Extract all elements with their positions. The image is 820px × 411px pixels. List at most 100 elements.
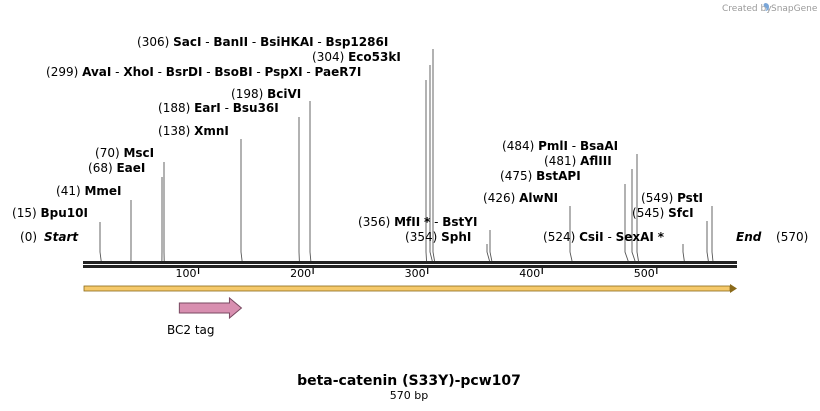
credit-prefix: Created by	[722, 4, 772, 14]
cut-site-position: 299	[51, 65, 74, 79]
enzyme-name: Eco53kI	[348, 50, 401, 64]
cut-site-label: (481) AflIII	[544, 154, 612, 168]
methylation-star: *	[424, 215, 431, 229]
enzyme-name: Bsp1286I	[326, 35, 389, 49]
cut-site-position: 524	[548, 230, 571, 244]
cut-site-lines	[99, 49, 714, 262]
cut-site-position: 138	[163, 124, 186, 138]
enzyme-name: EarI	[194, 101, 221, 115]
start-label: Start	[44, 230, 79, 244]
enzyme-name: AvaI	[82, 65, 111, 79]
cut-site-label: (356) MfII * - BstYI	[358, 215, 477, 229]
enzyme-name: BciVI	[267, 87, 301, 101]
cut-site-line	[486, 244, 490, 262]
cut-site-position: 354	[410, 230, 433, 244]
cut-site-line	[432, 49, 436, 262]
enzyme-name: SexAI	[616, 230, 654, 244]
cut-site-position: 188	[163, 101, 186, 115]
start-end-labels: (0) Start End (570)	[20, 230, 808, 244]
enzyme-name: SphI	[441, 230, 471, 244]
enzyme-name: MfII	[394, 215, 420, 229]
cut-site-label: (426) AlwNI	[483, 191, 558, 205]
cut-site-position: 41	[61, 184, 76, 198]
snapgene-credit: Created by SnapGene	[722, 3, 818, 14]
backbone-top-strand	[83, 261, 737, 264]
cut-site-position: 426	[488, 191, 511, 205]
enzyme-name: BsoBI	[214, 65, 252, 79]
feature-bc2-tag: BC2 tag	[167, 296, 243, 337]
cut-site-label: (41) MmeI	[56, 184, 122, 198]
enzyme-name: BsiHKAI	[260, 35, 314, 49]
enzyme-name: BstYI	[442, 215, 477, 229]
cut-site-position: 484	[507, 139, 530, 153]
cut-site-line	[429, 65, 433, 262]
cut-site-position: 68	[93, 161, 108, 175]
cut-site-label: (304) Eco53kI	[312, 50, 401, 64]
cut-site-label: (68) EaeI	[88, 161, 145, 175]
cut-site-label: (70) MscI	[95, 146, 154, 160]
orf-arrow	[83, 284, 737, 293]
enzyme-name: AlwNI	[519, 191, 558, 205]
cut-site-label: (306) SacI - BanII - BsiHKAI - Bsp1286I	[137, 35, 388, 49]
methylation-star: *	[658, 230, 665, 244]
cut-site-line	[631, 169, 636, 262]
cut-site-label: (198) BciVI	[231, 87, 301, 101]
cut-site-line	[240, 139, 243, 262]
cut-site-line	[624, 184, 629, 262]
cut-site-position: 198	[236, 87, 259, 101]
tick-label: 200	[290, 267, 311, 280]
cut-site-label: (484) PmlI - BsaAI	[502, 139, 618, 153]
snapgene-logo-icon	[763, 3, 769, 11]
enzyme-name: BstAPI	[536, 169, 581, 183]
map-subtitle: 570 bp	[390, 389, 428, 402]
enzyme-name: XmnI	[194, 124, 229, 138]
backbone-bottom-strand	[83, 265, 737, 268]
end-position: (570)	[776, 230, 808, 244]
enzyme-name: AflIII	[580, 154, 612, 168]
cut-site-line	[706, 221, 709, 262]
cut-site-position: 549	[646, 191, 669, 205]
tick-label: 500	[634, 267, 655, 280]
enzyme-name: BsaAI	[580, 139, 618, 153]
cut-site-labels: (15) Bpu10I (41) MmeI (68) EaeI(70) MscI (1…	[12, 35, 703, 244]
cut-site-label: (188) EarI - Bsu36I	[158, 101, 279, 115]
cut-site-position: 304	[317, 50, 340, 64]
feature-arrow	[178, 296, 243, 320]
cut-site-line	[99, 222, 102, 262]
tick-label: 300	[405, 267, 426, 280]
map-title: beta-catenin (S33Y)-pcw107	[297, 373, 521, 389]
feature-label: BC2 tag	[167, 323, 215, 337]
cut-site-line	[711, 206, 714, 262]
enzyme-name: PstI	[677, 191, 703, 205]
cut-site-line	[569, 206, 573, 262]
enzyme-name: SfcI	[668, 206, 693, 220]
credit-brand: SnapGene	[771, 4, 818, 14]
cut-site-line	[425, 80, 427, 262]
enzyme-name: CsiI	[579, 230, 604, 244]
enzyme-name: Bsu36I	[233, 101, 279, 115]
cut-site-label: (138) XmnI	[158, 124, 229, 138]
enzyme-name: Bpu10I	[40, 206, 87, 220]
cut-site-label: (524) CsiI - SexAI *	[543, 230, 665, 244]
end-label: End	[736, 230, 762, 244]
ruler: 100 200 300 400 500	[176, 267, 658, 280]
enzyme-name: SacI	[173, 35, 201, 49]
enzyme-name: MscI	[123, 146, 154, 160]
cut-site-line	[309, 101, 312, 262]
cut-site-label: (475) BstAPI	[500, 169, 581, 183]
tick-label: 400	[519, 267, 540, 280]
enzyme-name: BsrDI	[166, 65, 203, 79]
orf-body	[83, 285, 731, 292]
enzyme-name: PaeR7I	[315, 65, 362, 79]
backbone	[83, 261, 737, 268]
tick-label: 100	[176, 267, 197, 280]
orf-arrowhead	[730, 284, 737, 293]
cut-site-line	[682, 244, 685, 262]
enzyme-name: XhoI	[123, 65, 154, 79]
cut-site-line	[636, 154, 639, 262]
cut-site-position: 306	[142, 35, 165, 49]
cut-site-label: (545) SfcI	[632, 206, 694, 220]
enzyme-name: EaeI	[116, 161, 145, 175]
cut-site-label: (549) PstI	[641, 191, 703, 205]
